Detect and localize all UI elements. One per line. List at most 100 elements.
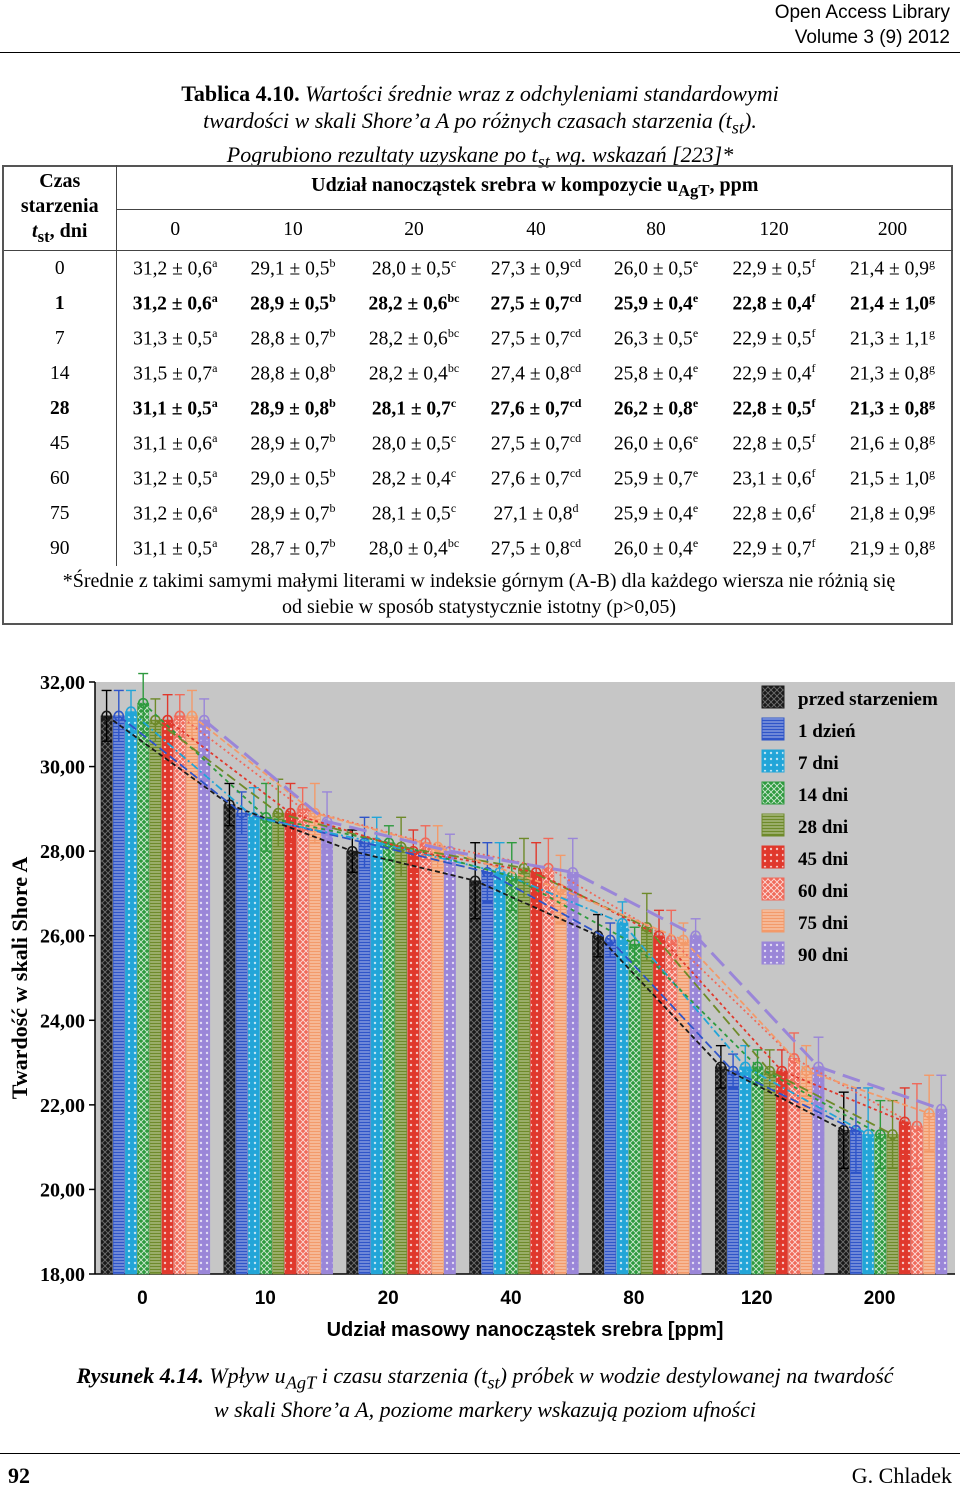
- hardness-value: 26,0 ± 0,4: [613, 538, 693, 560]
- hardness-cell: 28,8 ± 0,7b: [234, 321, 352, 356]
- hardness-value: 28,0 ± 0,5: [371, 433, 451, 455]
- aging-time: 75: [50, 502, 70, 524]
- bar: [186, 715, 198, 1275]
- y-tick-label: 18,00: [40, 1264, 85, 1286]
- rowhead-end: , dni: [49, 220, 88, 242]
- hardness-cell: 21,5 ± 1,0g: [832, 461, 953, 496]
- hardness-value: 27,6 ± 0,7: [490, 468, 570, 490]
- y-tick-label: 28,00: [40, 841, 85, 863]
- significance-letter: cd: [569, 361, 582, 376]
- hardness-cell: 31,5 ± 0,7a: [115, 356, 234, 391]
- significance-letter: g: [928, 256, 935, 271]
- data-point: [371, 837, 383, 848]
- hardness-cell: 22,9 ± 0,4f: [716, 356, 832, 391]
- significance-letter: b: [329, 361, 336, 376]
- hardness-value: 28,2 ± 0,6: [368, 328, 448, 350]
- significance-letter: cd: [569, 431, 582, 446]
- hardness-cell: 27,6 ± 0,7cd: [476, 391, 596, 426]
- hardness-value: 21,8 ± 0,9: [850, 503, 929, 525]
- legend-label: 75 dni: [798, 913, 848, 934]
- data-point: [923, 1108, 935, 1119]
- x-axis-title: Udział masowy nanocząstek srebra [ppm]: [327, 1319, 724, 1341]
- hardness-value: 29,0 ± 0,5: [250, 468, 330, 490]
- hardness-value: 21,5 ± 1,0: [850, 468, 929, 490]
- data-point: [739, 1061, 751, 1073]
- data-point: [715, 1061, 727, 1073]
- table-caption-line3: Pogrubiono rezultaty uzyskane po t: [226, 142, 538, 168]
- bar: [530, 871, 543, 1275]
- legend-label: 45 dni: [798, 849, 848, 870]
- hardness-cell: 21,3 ± 0,8g: [832, 356, 953, 391]
- bar: [235, 812, 248, 1275]
- colgroup-end: , ppm: [709, 173, 759, 196]
- error-bar: [887, 1099, 898, 1169]
- bar: [628, 943, 641, 1275]
- bar: [358, 842, 371, 1275]
- data-point: [911, 1120, 923, 1132]
- significance-letter: a: [212, 361, 218, 376]
- hardness-cell: 28,9 ± 0,7b: [234, 426, 352, 461]
- hardness-value: 22,9 ± 0,4: [732, 363, 812, 385]
- aging-time-cell: 28: [4, 391, 116, 426]
- significance-letter: cd: [569, 396, 582, 411]
- data-point: [297, 803, 308, 815]
- journal-name: Open Access Library: [774, 2, 950, 23]
- hardness-value: 26,0 ± 0,6: [613, 433, 693, 455]
- bar: [223, 804, 236, 1275]
- column-header: 40: [476, 209, 596, 251]
- hardness-value: 21,4 ± 0,9: [850, 258, 929, 280]
- hardness-cell: 31,2 ± 0,6a: [115, 496, 234, 531]
- footnote-line2: od siebie w sposób statystycznie istotny…: [281, 596, 676, 618]
- hardness-cell: 21,9 ± 0,8g: [832, 531, 953, 566]
- hardness-value: 27,5 ± 0,7: [490, 328, 570, 350]
- significance-letter: e: [692, 431, 699, 446]
- rowhead-line2: starzenia: [20, 195, 99, 217]
- table-caption-line2: twardości w skali Shore’a A po różnych c…: [203, 108, 732, 133]
- hardness-cell: 26,3 ± 0,5e: [596, 321, 716, 356]
- hardness-cell: 22,9 ± 0,5f: [716, 251, 832, 287]
- aging-time: 1: [54, 292, 65, 314]
- column-label: 200: [877, 219, 908, 240]
- aging-time: 60: [50, 467, 70, 489]
- data-point: [862, 1129, 874, 1140]
- author-name: G. Chladek: [851, 1463, 952, 1488]
- hardness-cell: 25,8 ± 0,4e: [596, 356, 716, 391]
- table-row: 14 31,5 ± 0,7a 28,8 ± 0,8b 28,2 ± 0,4bc 27,4…: [4, 356, 953, 391]
- hardness-cell: 22,9 ± 0,5f: [716, 321, 832, 356]
- column-label: 0: [170, 219, 181, 240]
- data-point: [800, 1065, 812, 1077]
- significance-letter: e: [692, 501, 699, 516]
- figure-caption-a: Wpływ u: [203, 1363, 286, 1388]
- significance-letter: cd: [569, 326, 582, 341]
- significance-letter: d: [572, 501, 579, 516]
- hardness-cell: 28,0 ± 0,5c: [352, 251, 476, 287]
- bar: [518, 867, 530, 1275]
- hardness-cell: 27,4 ± 0,8cd: [476, 356, 596, 391]
- data-point: [224, 799, 235, 810]
- hardness-value: 26,0 ± 0,5: [613, 258, 693, 280]
- footnote-line1: *Średnie z takimi samymi małymi literami…: [62, 570, 896, 592]
- significance-letter: b: [329, 396, 336, 411]
- data-point: [186, 710, 198, 722]
- significance-letter: b: [329, 536, 336, 551]
- hardness-value: 31,2 ± 0,6: [133, 503, 213, 525]
- table-header-row: Czas starzenia tst, dni Udział nanocząstek …: [4, 165, 953, 251]
- hardness-cell: 26,0 ± 0,4e: [596, 531, 716, 566]
- bar: [592, 935, 604, 1275]
- data-point: [125, 706, 137, 717]
- bar: [616, 922, 629, 1275]
- significance-letter: f: [811, 326, 816, 341]
- trend-line: [203, 718, 942, 1111]
- bar: [481, 871, 494, 1275]
- hardness-table: Czas starzenia tst, dni Udział nanocząstek …: [4, 165, 953, 566]
- bar: [395, 846, 408, 1275]
- hardness-value: 25,8 ± 0,4: [613, 363, 693, 385]
- hardness-value: 28,8 ± 0,7: [250, 328, 330, 350]
- hardness-value: 22,8 ± 0,6: [732, 503, 812, 525]
- table-caption-label: Tablica 4.10.: [181, 81, 300, 106]
- data-point: [482, 866, 493, 878]
- legend-label: 7 dni: [798, 753, 839, 774]
- aging-time-cell: 1: [4, 286, 116, 321]
- significance-letter: c: [450, 431, 457, 446]
- hardness-cell: 28,9 ± 0,5b: [234, 286, 352, 321]
